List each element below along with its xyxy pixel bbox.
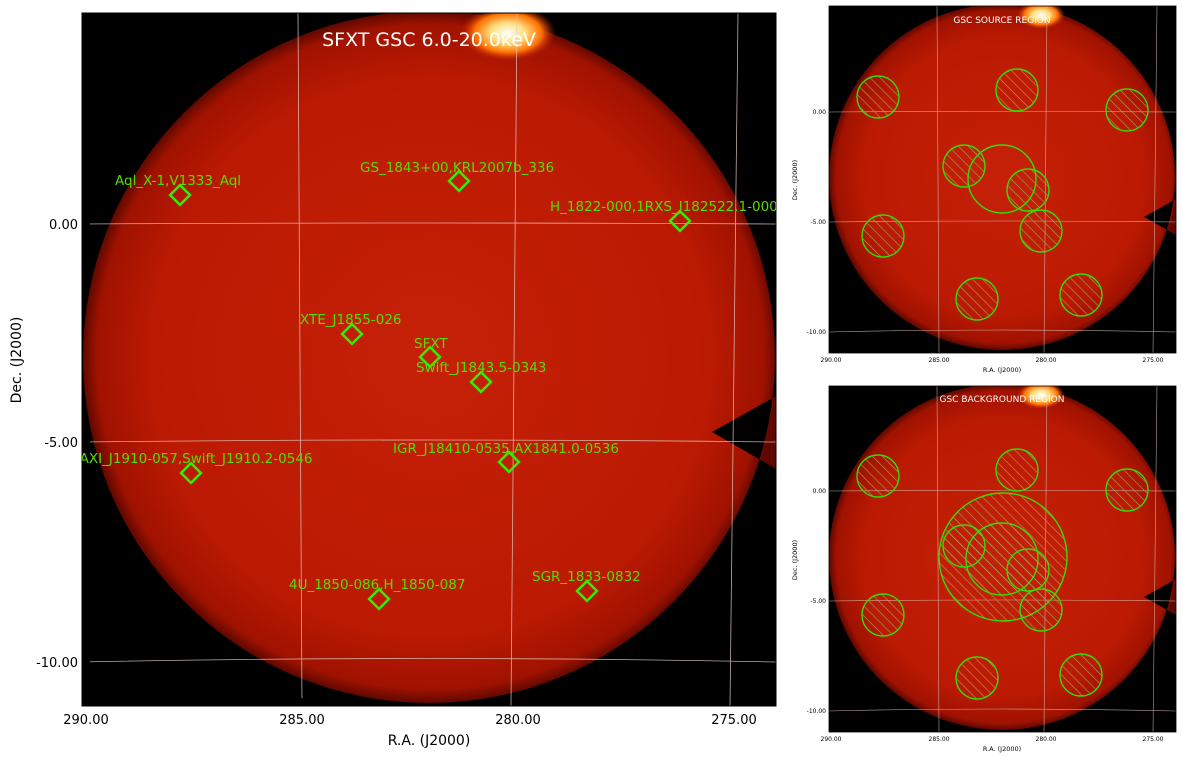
region-circle (1059, 273, 1103, 317)
source-panel-title: GSC SOURCE REGION (953, 16, 1050, 26)
source-label: H_1822-000,1RXS_J182522.1-0000 (550, 199, 786, 215)
source-panel-ytick: 0.00 (813, 109, 827, 116)
source-panel-xtick: 275.00 (1143, 357, 1164, 364)
main-ytick-label: 0.00 (49, 218, 78, 233)
region-circle (942, 524, 986, 568)
main-plot-frame (81, 12, 777, 707)
source-label: SFXT (414, 336, 448, 352)
background-panel-xtick: 285.00 (929, 736, 950, 743)
source-labels: Aql_X-1,V1333_Aql GS_1843+00,KRL2007b_33… (68, 160, 786, 593)
source-panel-x-axis-label: R.A. (J2000) (983, 366, 1021, 374)
region-circle (1006, 548, 1050, 592)
region-circle (1006, 168, 1050, 212)
background-panel-ytick: -10.00 (807, 708, 827, 715)
source-label: XTE_J1855-026 (300, 312, 402, 328)
main-bright-spot (460, 13, 556, 61)
source-marker (575, 579, 599, 603)
source-label: GS_1843+00,KRL2007b_336 (360, 160, 554, 176)
source-label: 4U_1850-086,H_1850-087 (289, 577, 465, 593)
source-extraction-circle (967, 144, 1037, 214)
source-panel-xtick: 280.00 (1036, 357, 1057, 364)
region-circle (995, 448, 1039, 492)
source-panel-y-axis-label: Dec. (J2000) (791, 160, 799, 200)
source-marker (497, 450, 521, 474)
source-panel-field (829, 6, 1176, 350)
region-circle (955, 277, 999, 321)
main-xtick-label: 285.00 (279, 713, 325, 728)
region-circle (995, 68, 1039, 112)
main-ytick-label: -5.00 (44, 436, 78, 451)
region-circle (1105, 88, 1149, 132)
region-circle (861, 593, 905, 637)
background-panel-ytick: -5.00 (810, 598, 826, 605)
main-field-of-view (83, 13, 776, 703)
main-ytick-label: -10.00 (36, 656, 78, 671)
main-coordinate-grid (82, 13, 776, 706)
source-label: Swift_J1843.5-0343 (416, 360, 546, 376)
source-panel-xtick: 290.00 (821, 357, 842, 364)
source-panel-ytick: -10.00 (807, 329, 827, 336)
main-tick-marks (82, 223, 735, 706)
background-panel-bright-spot (1017, 386, 1065, 409)
region-circle (1019, 588, 1063, 632)
background-panel-xtick: 275.00 (1143, 736, 1164, 743)
source-marker (340, 322, 364, 346)
main-xtick-label: 275.00 (711, 713, 757, 728)
source-marker (367, 587, 391, 611)
background-region-panel: GSC BACKGROUND REGION 0.00 -5.00 -10.00 … (791, 385, 1177, 753)
main-title: SFXT GSC 6.0-20.0keV (322, 29, 536, 51)
region-circle (955, 656, 999, 700)
source-panel-xtick: 285.00 (929, 357, 950, 364)
background-panel-regions (856, 448, 1149, 700)
main-y-axis-label: Dec. (J2000) (9, 317, 25, 404)
region-circle (1059, 653, 1103, 697)
source-markers (168, 169, 692, 611)
source-marker (668, 209, 692, 233)
source-label: SGR_1833-0832 (532, 569, 641, 585)
source-marker (418, 345, 442, 369)
source-marker (179, 461, 203, 485)
source-marker (168, 183, 192, 207)
region-circle (856, 454, 900, 498)
main-xtick-label: 290.00 (63, 713, 109, 728)
main-panel: SFXT GSC 6.0-20.0keV 290.00 285.00 280.0… (9, 12, 786, 749)
background-panel-xtick: 280.00 (1036, 736, 1057, 743)
main-xtick-label: 280.00 (495, 713, 541, 728)
source-panel-ytick: -5.00 (810, 219, 826, 226)
source-marker (447, 169, 471, 193)
main-x-axis-label: R.A. (J2000) (388, 733, 471, 749)
background-panel-title: GSC BACKGROUND REGION (940, 395, 1065, 405)
source-region-panel: GSC SOURCE REGION 0.00 -5.00 -10.00 290.… (791, 5, 1177, 374)
source-marker (469, 370, 493, 394)
source-label: IGR_J18410-0535,AX1841.0-0536 (393, 441, 619, 457)
region-circle (942, 144, 986, 188)
region-circle (856, 75, 900, 119)
region-circle (1105, 468, 1149, 512)
source-label: MAXI_J1910-057,Swift_J1910.2-0546 (68, 451, 313, 467)
source-panel-frame (828, 5, 1177, 354)
region-circle (861, 214, 905, 258)
background-panel-ytick: 0.00 (813, 488, 827, 495)
background-panel-x-axis-label: R.A. (J2000) (983, 745, 1021, 753)
source-label: Aql_X-1,V1333_Aql (115, 173, 241, 189)
source-panel-regions (856, 68, 1149, 321)
source-panel-bright-spot (1017, 6, 1065, 29)
background-panel-xtick: 290.00 (821, 736, 842, 743)
region-circle (1019, 209, 1063, 253)
background-panel-frame (828, 385, 1177, 733)
background-panel-y-axis-label: Dec. (J2000) (791, 540, 799, 580)
